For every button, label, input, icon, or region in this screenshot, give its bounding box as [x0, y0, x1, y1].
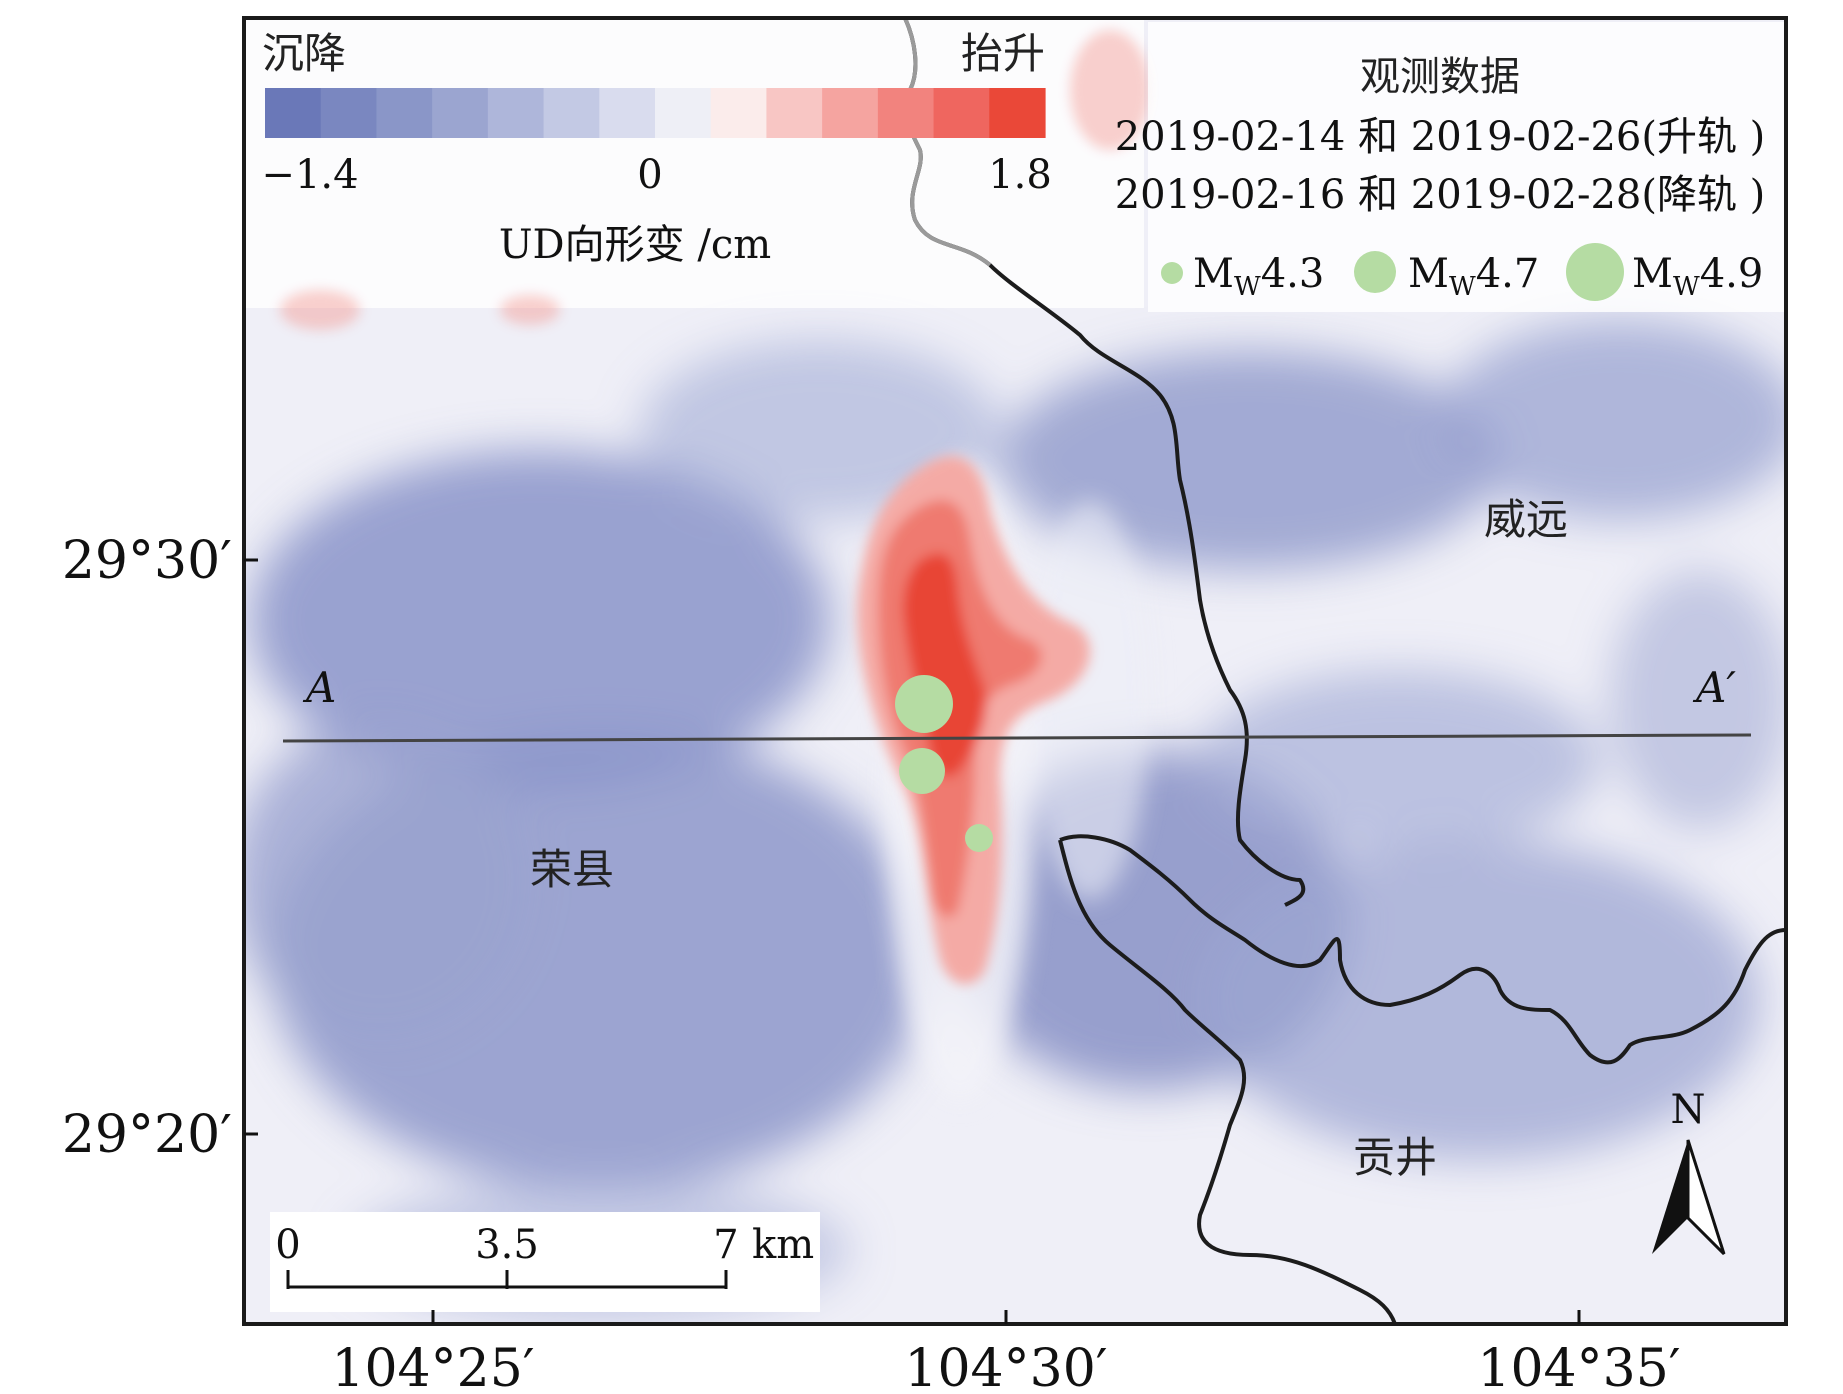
colorbar-segment	[710, 88, 768, 138]
legend-mw4-3-symbol	[1161, 262, 1183, 284]
event-mw4-9	[895, 675, 953, 733]
scale-bar: 0 3.5 7 km	[270, 1212, 820, 1312]
colorbar-title: UD向形变 /cm	[499, 222, 771, 268]
colorbar-right-label: 抬升	[961, 29, 1045, 78]
legend-mw4-7-symbol	[1354, 251, 1396, 293]
place-gongjing: 贡井	[1353, 1133, 1437, 1182]
colorbar-segment	[933, 88, 990, 138]
legend-mw4-9-label: MW4.9	[1632, 251, 1763, 302]
boundary-east	[1059, 834, 1786, 1065]
axes: 29°30′ 29°20′ 104°25′ 104°30′ 104°35′	[62, 531, 1681, 1394]
event-mw4-3	[965, 824, 993, 852]
north-arrow-light-half	[1686, 1139, 1726, 1256]
colorbar-max-label: 1.8	[988, 152, 1052, 198]
legend-mw4-9-symbol	[1566, 243, 1624, 301]
colorbar-segment	[432, 88, 489, 138]
north-label: N	[1671, 1087, 1706, 1133]
top-pink-strip	[280, 30, 1150, 330]
colorbar-segment	[822, 88, 879, 138]
colorbar-segment	[320, 88, 378, 138]
event-mw4-7	[899, 748, 945, 794]
legend-mw4-3-label: MW4.3	[1193, 251, 1324, 302]
subsidence-patches	[244, 320, 1786, 1320]
colorbar-mid-label: 0	[637, 152, 662, 198]
colorbar-segment	[487, 88, 545, 138]
boundary-gongjing	[1058, 839, 1397, 1324]
north-arrow: N	[1652, 1087, 1726, 1256]
x-tick-label-3: 104°35′	[1477, 1339, 1680, 1394]
colorbar-segment	[265, 88, 322, 138]
y-tick-label-2: 29°20′	[62, 1105, 232, 1165]
scale-bar-backdrop	[270, 1212, 820, 1312]
colorbar-segment	[766, 88, 823, 138]
scale-label-0: 0	[275, 1222, 300, 1268]
earthquake-events	[895, 675, 993, 852]
legend-title: 观测数据	[1360, 54, 1520, 100]
legend-descending-dates: 2019-02-16 和 2019-02-28(降轨 )	[1115, 172, 1766, 218]
map-frame	[242, 16, 1788, 1326]
legend-mw4-7-label: MW4.7	[1408, 251, 1539, 302]
colorbar-segment	[376, 88, 433, 138]
north-arrow-dark-half	[1652, 1140, 1688, 1254]
legend-events: MW4.3 MW4.7 MW4.9	[1161, 243, 1763, 302]
colorbar	[265, 88, 1046, 138]
colorbar-backdrop	[244, 18, 1144, 308]
colorbar-segment	[599, 88, 656, 138]
colorbar-left-label: 沉降	[262, 29, 346, 78]
profile-end-label: A′	[1692, 663, 1736, 712]
x-tick-label-1: 104°25′	[331, 1339, 534, 1394]
colorbar-segment	[543, 88, 600, 138]
place-rongxian: 荣县	[530, 845, 614, 894]
x-tick-label-2: 104°30′	[904, 1339, 1107, 1394]
scale-label-mid: 3.5	[475, 1222, 539, 1268]
scale-unit: km	[752, 1222, 814, 1268]
colorbar-segment	[877, 88, 935, 138]
profile-start-label: A	[302, 663, 336, 712]
legend-ascending-dates: 2019-02-14 和 2019-02-26(升轨 )	[1115, 114, 1766, 160]
legend-backdrop	[1148, 22, 1784, 312]
boundary-faded-segment	[903, 18, 992, 267]
y-tick-label-1: 29°30′	[62, 531, 232, 591]
colorbar-min-label: −1.4	[261, 152, 358, 198]
profile-line	[282, 733, 1752, 743]
colorbar-segment	[989, 88, 1046, 138]
scale-label-end: 7	[713, 1222, 738, 1268]
place-weiyuan: 威远	[1484, 495, 1568, 544]
deformation-field: 0 3.5 7 km N 沉降 抬升 −1.4 0 1.8 UD向形变 /cm …	[244, 18, 1786, 1324]
colorbar-segment	[655, 88, 712, 138]
